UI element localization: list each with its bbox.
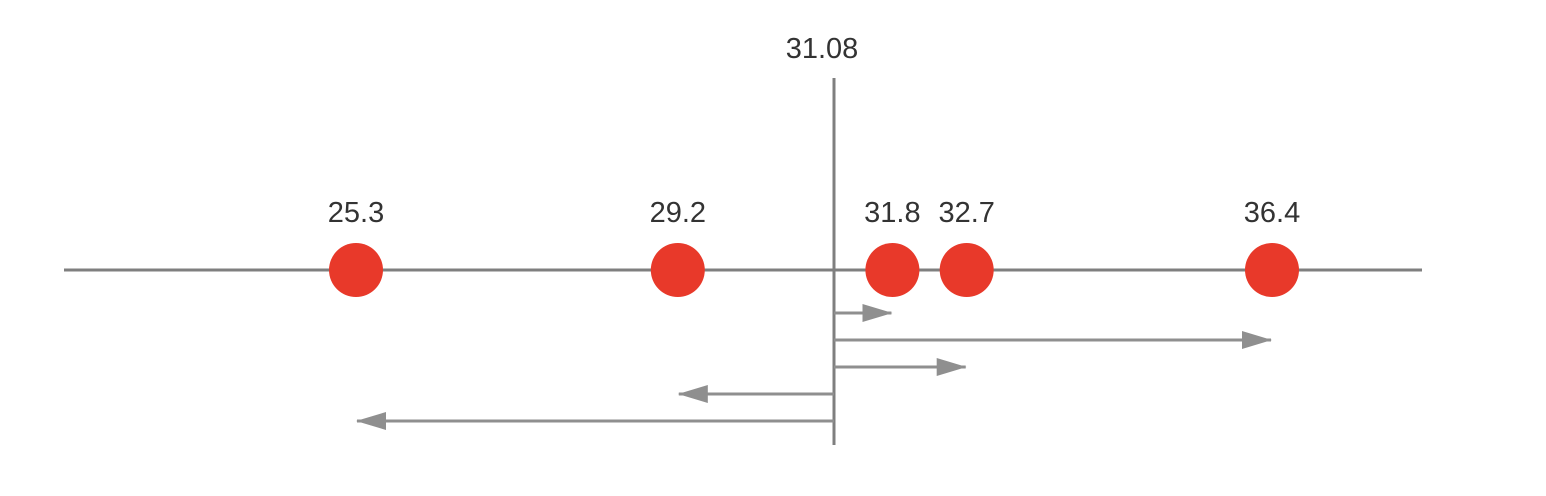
data-point bbox=[1245, 243, 1299, 297]
data-point bbox=[329, 243, 383, 297]
arrows-layer bbox=[356, 304, 1272, 430]
data-point-label: 29.2 bbox=[650, 197, 706, 229]
data-point bbox=[865, 243, 920, 297]
data-point bbox=[939, 243, 994, 297]
data-point-label: 25.3 bbox=[328, 197, 384, 229]
data-point-label: 32.7 bbox=[938, 197, 994, 229]
data-point bbox=[650, 243, 705, 297]
data-point-label: 36.4 bbox=[1244, 197, 1300, 229]
data-point-label: 31.8 bbox=[864, 197, 920, 229]
points-layer: 25.3 29.2 31.8 32.7 36.4 bbox=[328, 197, 1300, 297]
center-value-label: 31.08 bbox=[786, 33, 859, 65]
